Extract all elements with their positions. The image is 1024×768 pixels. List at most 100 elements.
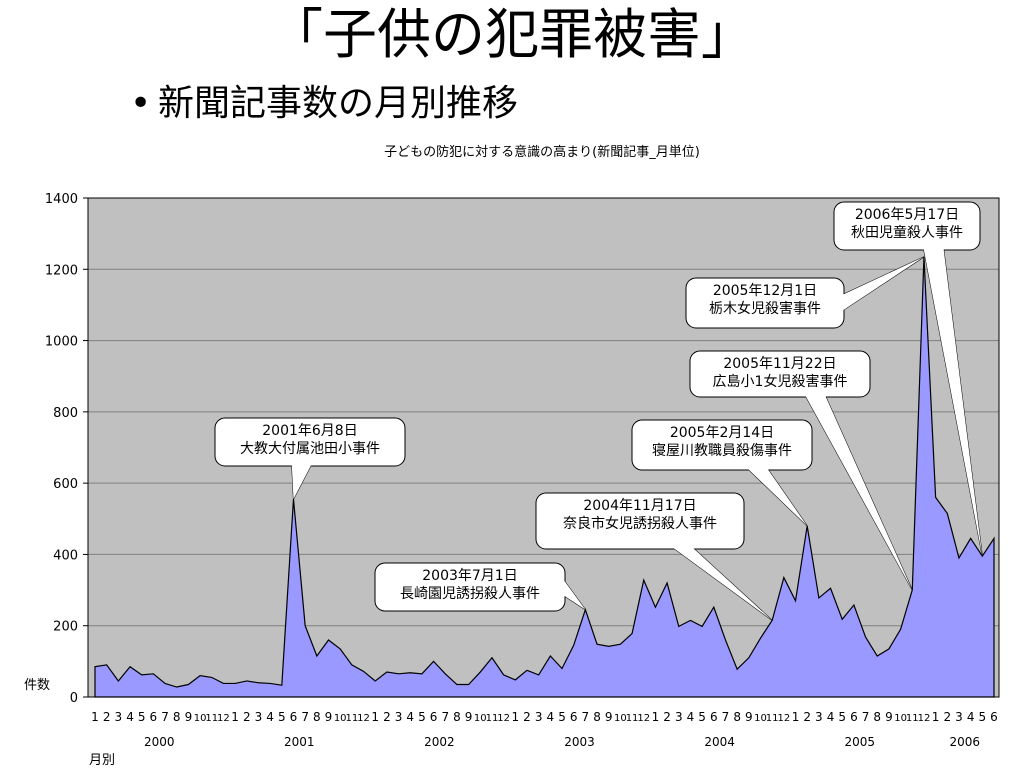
x-tick-label: 1 bbox=[91, 710, 99, 724]
callout-text: 広島小1女児殺害事件 bbox=[713, 373, 848, 390]
x-tick-label: 1 bbox=[231, 710, 239, 724]
x-tick-label: 11 bbox=[906, 713, 919, 724]
x-tick-label: 3 bbox=[255, 710, 263, 724]
x-tick-label: 2 bbox=[243, 710, 251, 724]
x-tick-label: 4 bbox=[967, 710, 975, 724]
callout-pointer-fill bbox=[672, 547, 773, 621]
x-tick-label: 2 bbox=[663, 710, 671, 724]
x-tick-label: 10 bbox=[194, 713, 207, 724]
year-label: 2006 bbox=[950, 735, 981, 749]
x-tick-label: 5 bbox=[418, 710, 426, 724]
x-tick-label: 6 bbox=[990, 710, 998, 724]
x-tick-label: 1 bbox=[792, 710, 800, 724]
plot-frame bbox=[87, 197, 1000, 698]
callout-text: 秋田児童殺人事件 bbox=[851, 224, 963, 241]
x-tick-label: 4 bbox=[827, 710, 835, 724]
x-tick-label: 6 bbox=[850, 710, 858, 724]
x-tick-label: 10 bbox=[334, 713, 347, 724]
y-axis-label: 件数 bbox=[24, 678, 50, 693]
callout-pointer-fill bbox=[563, 579, 586, 610]
callout-pointer-fill bbox=[842, 256, 924, 311]
x-tick-label: 4 bbox=[687, 710, 695, 724]
x-tick-label: 1 bbox=[511, 710, 519, 724]
bullet-text: 新聞記事数の月別推移 bbox=[158, 83, 519, 124]
y-tick-label: 200 bbox=[53, 620, 78, 635]
y-tick-label: 400 bbox=[53, 548, 78, 563]
x-tick-label: 8 bbox=[593, 710, 601, 724]
callout-box bbox=[535, 492, 745, 550]
x-tick-label: 8 bbox=[733, 710, 741, 724]
x-tick-label: 3 bbox=[115, 710, 123, 724]
x-tick-label: 9 bbox=[325, 710, 333, 724]
series-area bbox=[94, 256, 995, 698]
bullet-marker: • bbox=[130, 83, 152, 124]
x-tick-label: 10 bbox=[614, 713, 627, 724]
x-tick-label: 4 bbox=[547, 710, 555, 724]
x-tick-label: 1 bbox=[371, 710, 379, 724]
x-tick-label: 6 bbox=[150, 710, 158, 724]
slide-title: 「子供の犯罪被害」 bbox=[269, 3, 755, 66]
x-tick-label: 4 bbox=[406, 710, 414, 724]
x-tick-label: 9 bbox=[465, 710, 473, 724]
x-tick-label: 6 bbox=[710, 710, 718, 724]
year-label: 2000 bbox=[144, 735, 175, 749]
y-tick-label: 1000 bbox=[45, 335, 78, 350]
y-tick-label: 1200 bbox=[45, 263, 78, 278]
callout-text: 2001年6月8日 bbox=[262, 423, 357, 439]
x-tick-label: 1 bbox=[932, 710, 940, 724]
x-tick-label: 3 bbox=[395, 710, 403, 724]
x-tick-label: 11 bbox=[486, 713, 499, 724]
year-label: 2002 bbox=[424, 735, 455, 749]
x-tick-label: 12 bbox=[918, 713, 931, 724]
x-tick-label: 11 bbox=[345, 713, 358, 724]
x-tick-label: 2 bbox=[803, 710, 811, 724]
callout-pointer-fill bbox=[923, 248, 983, 557]
x-tick-label: 5 bbox=[979, 710, 987, 724]
x-tick-label: 12 bbox=[357, 713, 370, 724]
x-tick-label: 6 bbox=[430, 710, 438, 724]
x-tick-label: 4 bbox=[126, 710, 134, 724]
year-label: 2005 bbox=[844, 735, 875, 749]
x-tick-label: 10 bbox=[754, 713, 767, 724]
x-tick-label: 3 bbox=[815, 710, 823, 724]
x-tick-label: 9 bbox=[745, 710, 753, 724]
x-tick-label: 7 bbox=[161, 710, 169, 724]
x-tick-label: 8 bbox=[313, 710, 321, 724]
x-tick-label: 6 bbox=[290, 710, 298, 724]
callout-text: 2005年11月22日 bbox=[723, 356, 836, 372]
year-label: 2004 bbox=[704, 735, 735, 749]
x-tick-label: 8 bbox=[173, 710, 181, 724]
x-tick-label: 8 bbox=[873, 710, 881, 724]
callout-text: 大教大付属池田小事件 bbox=[240, 441, 380, 457]
x-tick-label: 5 bbox=[558, 710, 566, 724]
x-tick-label: 12 bbox=[637, 713, 650, 724]
x-tick-label: 5 bbox=[698, 710, 706, 724]
y-tick-label: 0 bbox=[70, 691, 78, 706]
callout-box bbox=[631, 419, 813, 471]
x-tick-label: 7 bbox=[722, 710, 730, 724]
x-tick-label: 3 bbox=[675, 710, 683, 724]
bullet-item: • 新聞記事数の月別推移 bbox=[130, 86, 518, 122]
x-tick-label: 2 bbox=[103, 710, 111, 724]
x-tick-label: 10 bbox=[894, 713, 907, 724]
x-tick-label: 11 bbox=[205, 713, 218, 724]
chart-title: 子どもの防犯に対する意識の高まり(新聞記事_月単位) bbox=[384, 145, 700, 160]
x-tick-label: 11 bbox=[626, 713, 639, 724]
year-label: 2001 bbox=[284, 735, 315, 749]
x-tick-label: 12 bbox=[217, 713, 230, 724]
y-tick-label: 600 bbox=[53, 477, 78, 492]
callout-text: 長崎園児誘拐殺人事件 bbox=[400, 586, 540, 602]
x-tick-label: 3 bbox=[955, 710, 963, 724]
x-tick-label: 8 bbox=[453, 710, 461, 724]
x-tick-label: 2 bbox=[523, 710, 531, 724]
x-tick-label: 6 bbox=[570, 710, 578, 724]
x-tick-label: 7 bbox=[582, 710, 590, 724]
x-tick-label: 10 bbox=[474, 713, 487, 724]
x-tick-label: 9 bbox=[885, 710, 893, 724]
callout-pointer-fill bbox=[291, 464, 312, 500]
x-tick-label: 9 bbox=[605, 710, 613, 724]
x-tick-label: 7 bbox=[441, 710, 449, 724]
